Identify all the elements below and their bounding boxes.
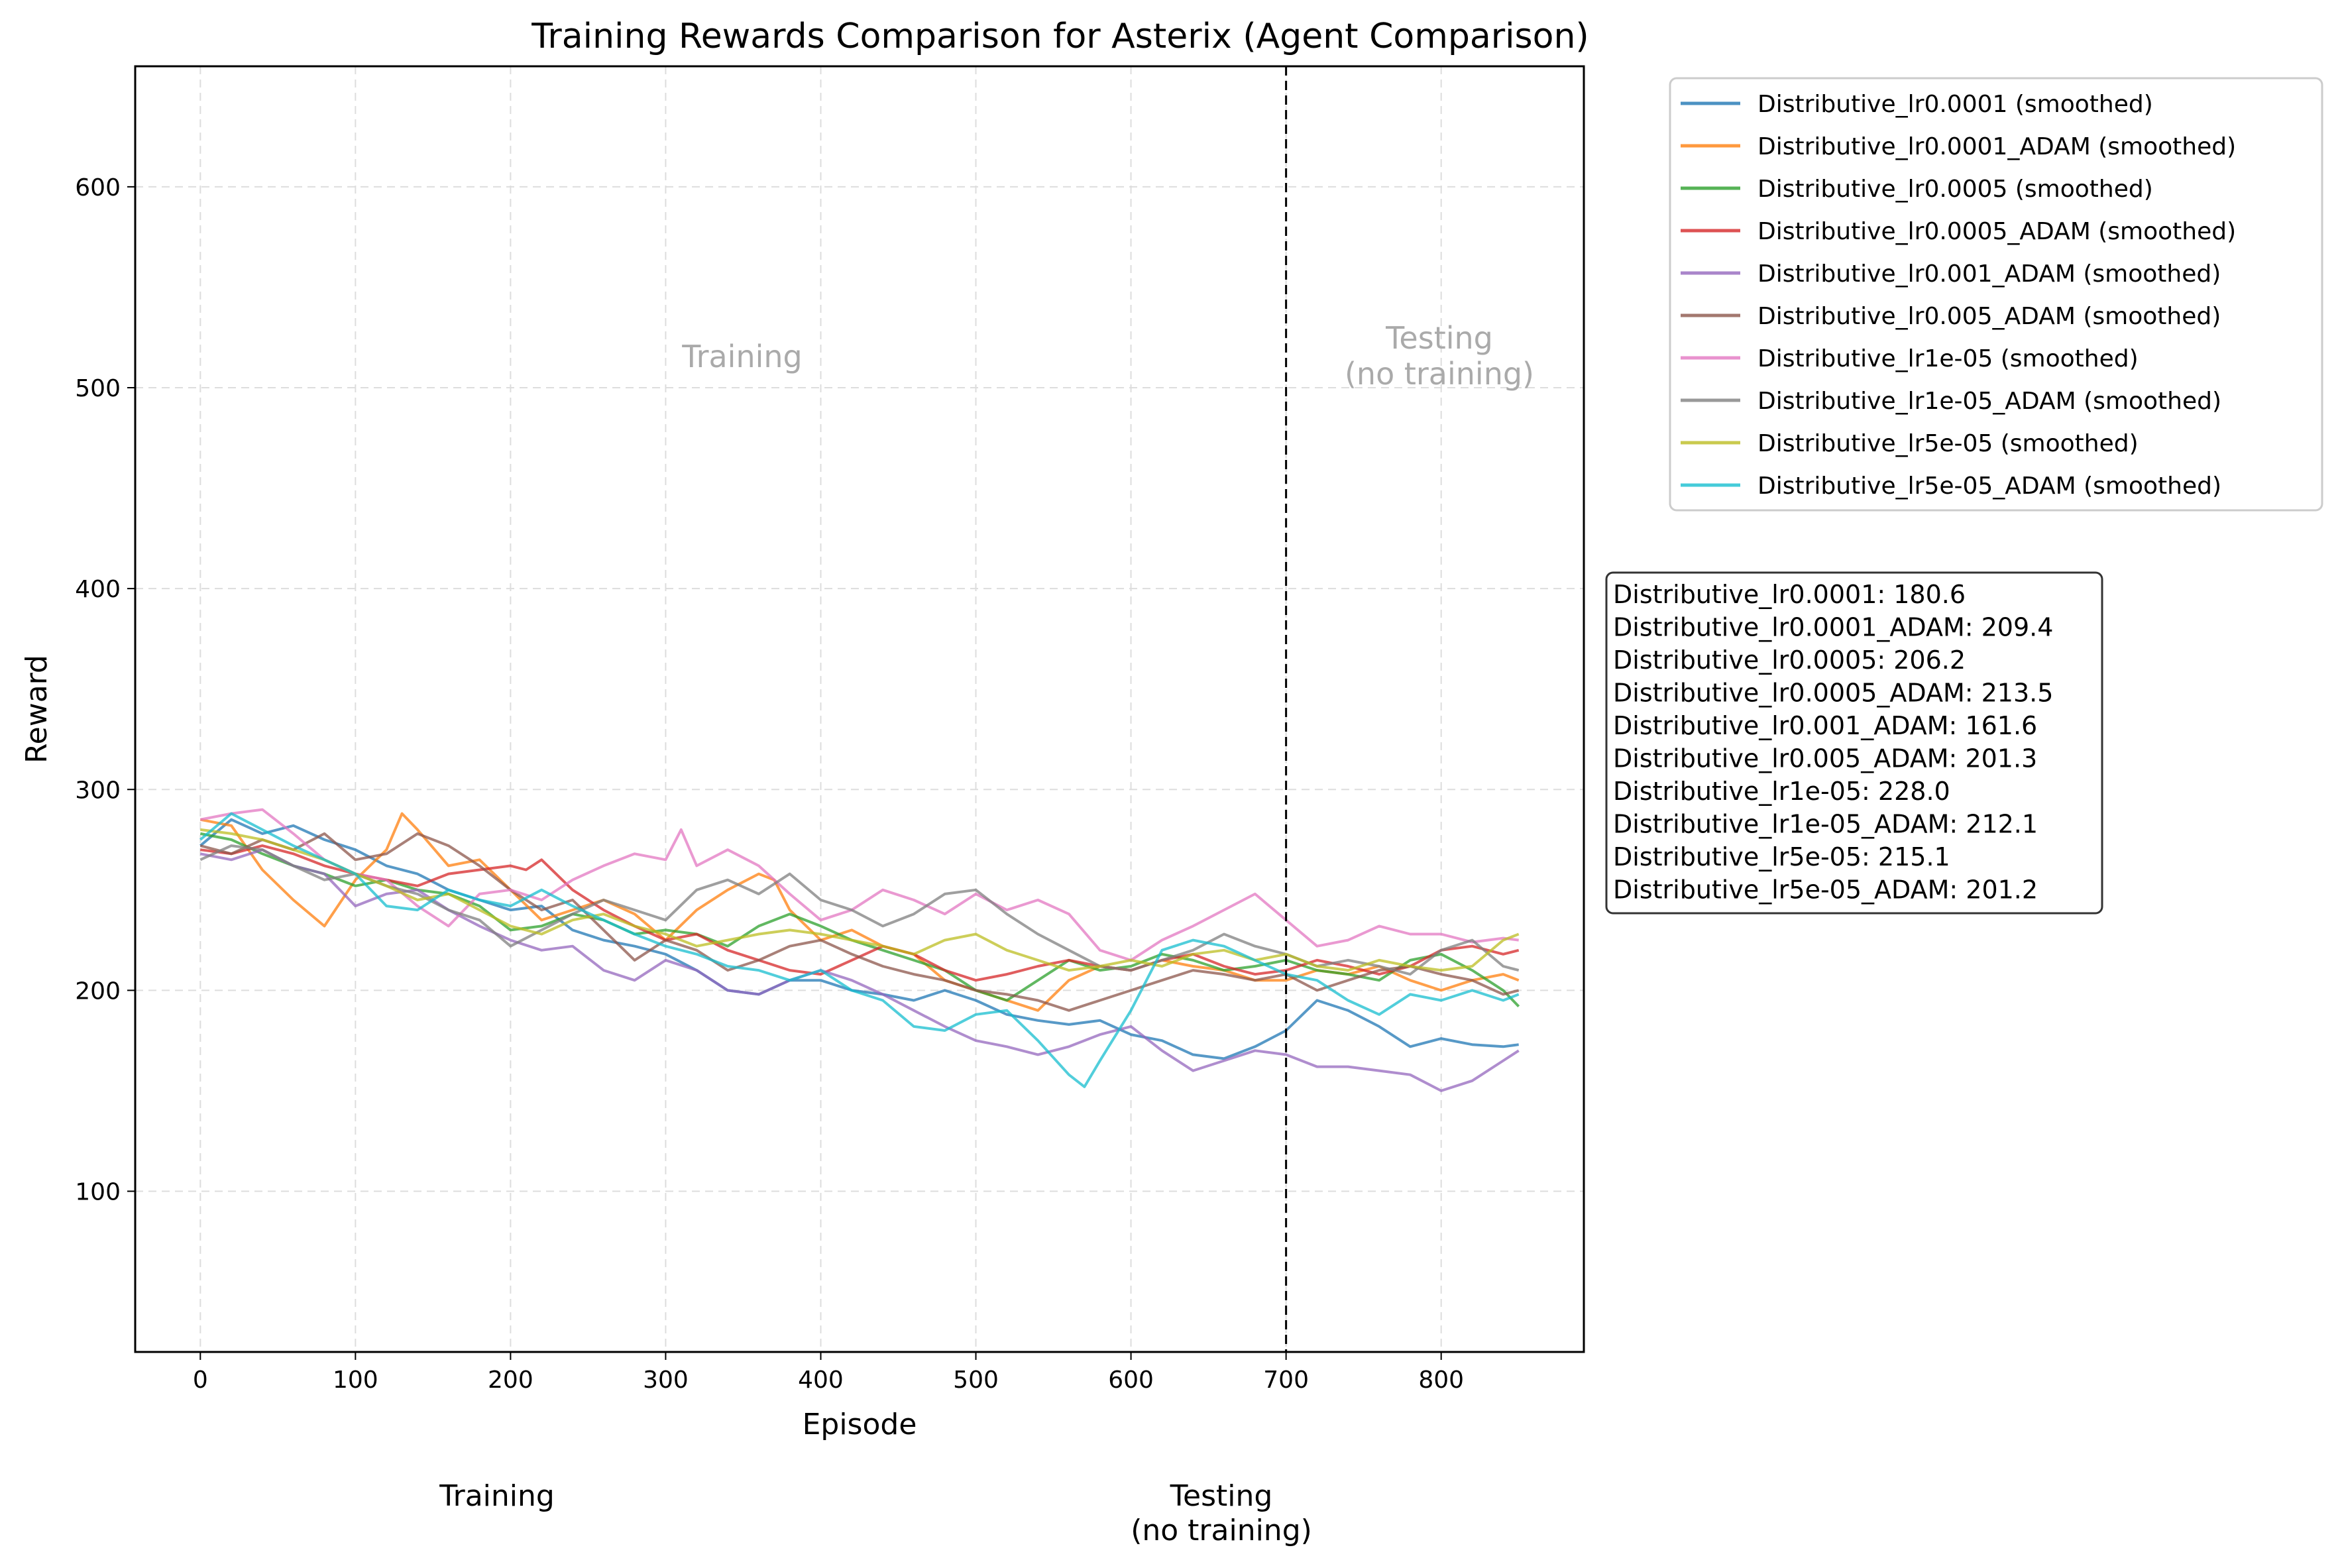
x-tick-label: 800 — [1418, 1367, 1464, 1394]
x-tick-label: 100 — [333, 1367, 378, 1394]
x-tick-label: 0 — [193, 1367, 208, 1394]
series-line-7 — [199, 844, 1520, 976]
chart-title: Training Rewards Comparison for Asterix … — [531, 17, 1589, 56]
legend-entry: Distributive_lr0.0005_ADAM (smoothed) — [1757, 218, 2236, 245]
series-layer — [199, 808, 1520, 1092]
stats-line: Distributive_lr0.0001_ADAM: 209.4 — [1613, 613, 2053, 642]
region-label-testing-sub: (no training) — [1345, 356, 1534, 392]
series-line-0 — [199, 818, 1519, 1060]
legend-entry: Distributive_lr5e-05 (smoothed) — [1757, 430, 2139, 457]
stats-line: Distributive_lr0.0001: 180.6 — [1613, 580, 1966, 609]
legend-entry: Distributive_lr1e-05_ADAM (smoothed) — [1757, 388, 2221, 415]
series-line-5 — [199, 832, 1520, 1012]
y-tick-label: 400 — [75, 576, 121, 603]
x-axis-label: Episode — [803, 1408, 917, 1441]
legend: Distributive_lr0.0001 (smoothed) Distribu… — [1669, 77, 2323, 512]
plot-area-frame — [134, 65, 1585, 1353]
stats-line: Distributive_lr0.0005_ADAM: 213.5 — [1613, 679, 2053, 708]
legend-entry: Distributive_lr0.0005 (smoothed) — [1757, 176, 2153, 203]
y-tick-label: 300 — [75, 777, 121, 804]
region-label-testing: Testing — [1385, 320, 1493, 356]
y-tick-label: 500 — [75, 375, 121, 402]
legend-entry: Distributive_lr0.0001 (smoothed) — [1757, 91, 2153, 118]
grid-layer — [135, 66, 1584, 1352]
stats-line: Distributive_lr1e-05_ADAM: 212.1 — [1613, 810, 2038, 839]
below-label-training: Training — [439, 1479, 555, 1513]
y-axis-ticks: 100 200 300 400 500 600 — [75, 174, 135, 1206]
legend-entry: Distributive_lr0.0001_ADAM (smoothed) — [1757, 133, 2236, 160]
stats-line: Distributive_lr0.0005: 206.2 — [1613, 645, 1966, 675]
x-tick-label: 300 — [643, 1367, 689, 1394]
x-tick-label: 500 — [953, 1367, 999, 1394]
legend-box — [1669, 77, 2323, 512]
legend-entry: Distributive_lr5e-05_ADAM (smoothed) — [1757, 473, 2221, 500]
series-line-9 — [199, 812, 1520, 1088]
y-tick-label: 600 — [75, 174, 121, 201]
below-label-testing: Testing — [1170, 1479, 1273, 1513]
legend-entry: Distributive_lr1e-05 (smoothed) — [1757, 345, 2139, 372]
x-axis-ticks: 0 100 200 300 400 500 600 700 800 — [193, 1352, 1464, 1394]
legend-entry: Distributive_lr0.001_ADAM (smoothed) — [1757, 260, 2221, 288]
x-tick-label: 400 — [798, 1367, 844, 1394]
x-tick-label: 600 — [1108, 1367, 1154, 1394]
below-label-testing-sub: (no training) — [1131, 1514, 1312, 1547]
stats-line: Distributive_lr1e-05: 228.0 — [1613, 777, 1950, 806]
y-tick-label: 200 — [75, 978, 121, 1005]
stats-line: Distributive_lr5e-05: 215.1 — [1613, 842, 1950, 871]
x-tick-label: 700 — [1263, 1367, 1309, 1394]
y-tick-label: 100 — [75, 1179, 121, 1206]
final-stats-box: Distributive_lr0.0001: 180.6 Distributive… — [1605, 571, 2103, 915]
region-label-training: Training — [681, 339, 803, 374]
legend-entry: Distributive_lr0.005_ADAM (smoothed) — [1757, 303, 2221, 330]
stats-line: Distributive_lr5e-05_ADAM: 201.2 — [1613, 875, 2038, 905]
series-line-2 — [199, 832, 1520, 1007]
stats-line: Distributive_lr0.005_ADAM: 201.3 — [1613, 744, 2037, 773]
stats-line: Distributive_lr0.001_ADAM: 161.6 — [1613, 711, 2037, 740]
y-axis-label: Reward — [20, 655, 54, 763]
series-line-8 — [200, 828, 1520, 972]
stats-box-frame — [1605, 571, 2103, 915]
series-line-4 — [199, 848, 1520, 1092]
series-line-1 — [199, 812, 1520, 1012]
x-tick-label: 200 — [488, 1367, 533, 1394]
